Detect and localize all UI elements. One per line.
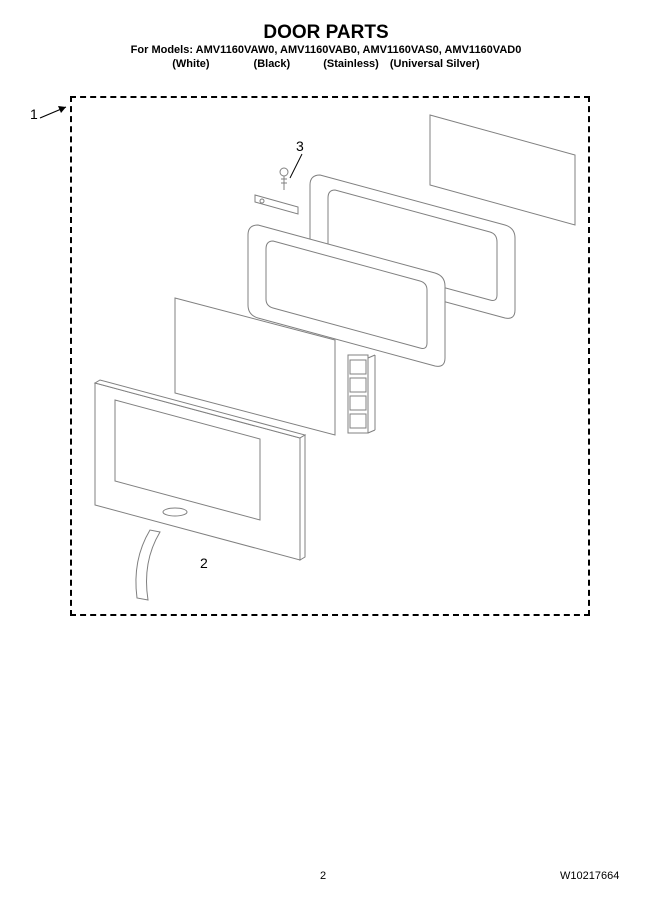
rear-panel [430,115,575,225]
document-number: W10217664 [560,870,619,882]
page-root: DOOR PARTS For Models: AMV1160VAW0, AMV1… [0,0,652,900]
callout-3-leader [290,154,302,178]
exploded-diagram [0,0,652,900]
door-handle [136,530,160,600]
page-number: 2 [320,870,326,882]
callout-1-arrow [40,106,66,118]
latch-assembly [348,355,375,433]
